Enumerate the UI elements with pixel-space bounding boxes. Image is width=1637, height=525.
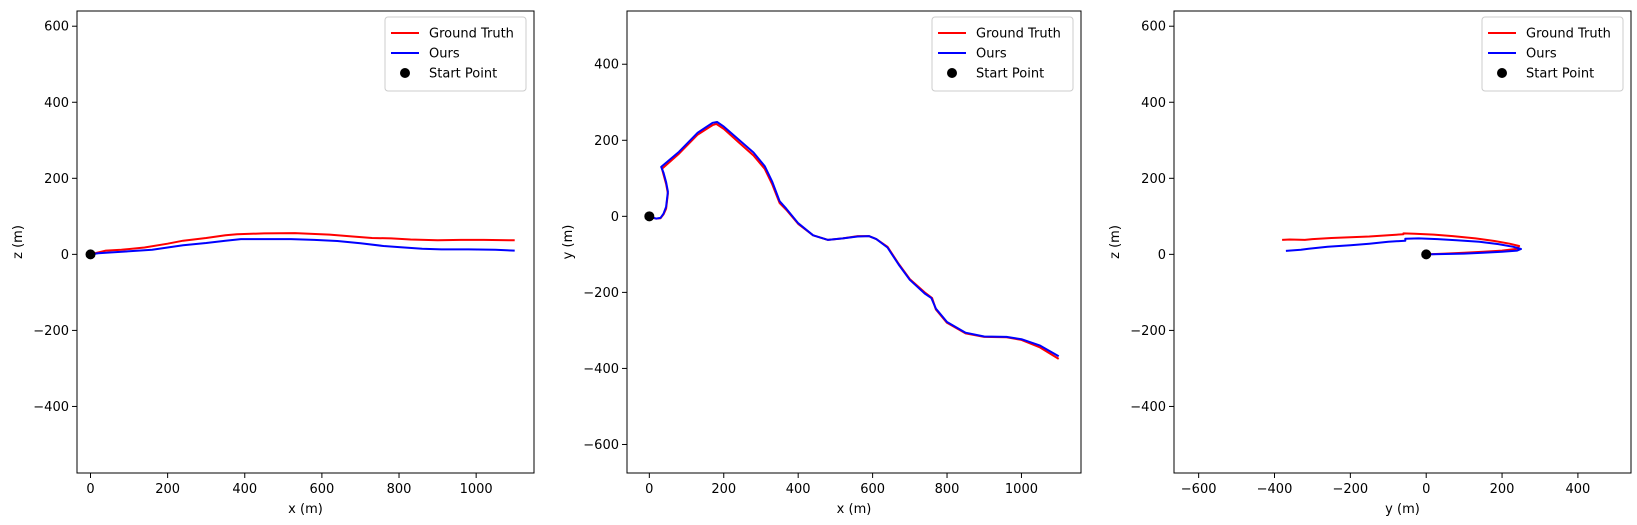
y-tick-label: −200 (1130, 324, 1166, 339)
x-tick-label: 200 (155, 482, 180, 497)
x-tick-label: 0 (645, 482, 653, 497)
legend-box (384, 16, 527, 92)
chart-panel-3: −600 −400 −200 0 200 400 −400 −200 0 200 400 600 y (… (1108, 10, 1632, 517)
series-line-ours (1285, 237, 1522, 256)
legend-swatch-start-point (400, 68, 410, 78)
series-line-ground-truth (90, 232, 515, 256)
chart-panel-1: 0 200 400 600 800 1000 −400 −200 0 200 400 600 x (m)… (11, 10, 535, 517)
legend-label: Start Point (976, 67, 1044, 82)
legend-label: Ground Truth (976, 27, 1061, 42)
x-axis-label: y (m) (1385, 502, 1420, 517)
y-axis-label: z (m) (11, 225, 26, 259)
x-tick-label: 1000 (1005, 482, 1038, 497)
start-point-marker (1421, 249, 1432, 260)
x-tick-label: 800 (935, 482, 960, 497)
legend-label: Ours (429, 47, 460, 62)
x-axis-label: x (m) (288, 502, 323, 517)
legend: Ground Truth Ours Start Point (931, 16, 1074, 92)
legend-box (1481, 16, 1624, 92)
y-tick-label: 600 (1141, 20, 1166, 35)
axes-frame (76, 10, 535, 474)
y-tick-label: 600 (44, 20, 69, 35)
y-tick-label: −600 (583, 438, 619, 453)
chart-panel-2: 0 200 400 600 800 1000 −600 −400 −200 0 200 400 x (m… (561, 10, 1082, 517)
x-tick-label: −400 (1257, 482, 1293, 497)
x-tick-label: −600 (1181, 482, 1217, 497)
y-tick-label: 400 (594, 58, 619, 73)
y-tick-label: −200 (33, 324, 69, 339)
y-tick-label: −400 (583, 362, 619, 377)
legend-box (931, 16, 1074, 92)
y-axis-label: y (m) (561, 225, 576, 260)
y-tick-label: 400 (1141, 96, 1166, 111)
legend-label: Ours (1526, 47, 1557, 62)
legend-swatch-start-point (1497, 68, 1507, 78)
x-tick-label: 800 (387, 482, 412, 497)
x-tick-label: 0 (1422, 482, 1430, 497)
x-tick-label: 200 (1490, 482, 1515, 497)
y-tick-label: 400 (44, 96, 69, 111)
legend: Ground Truth Ours Start Point (1481, 16, 1624, 92)
y-tick-label: −200 (583, 286, 619, 301)
legend-swatch-start-point (947, 68, 957, 78)
legend-label: Start Point (429, 67, 497, 82)
legend-label: Ground Truth (1526, 27, 1611, 42)
x-tick-label: 400 (1565, 482, 1590, 497)
series-line-ours (648, 121, 1060, 358)
y-tick-label: −400 (1130, 400, 1166, 415)
y-tick-label: 200 (1141, 172, 1166, 187)
x-tick-label: 600 (309, 482, 334, 497)
legend-label: Ours (976, 47, 1007, 62)
legend: Ground Truth Ours Start Point (384, 16, 527, 92)
x-tick-label: 400 (786, 482, 811, 497)
axes-frame (626, 10, 1082, 474)
legend-label: Ground Truth (429, 27, 514, 42)
y-tick-label: 0 (1158, 248, 1166, 263)
start-point-marker (644, 211, 655, 222)
y-axis-label: z (m) (1108, 225, 1123, 259)
series-line-ours (90, 238, 515, 256)
y-tick-label: 0 (61, 248, 69, 263)
y-tick-label: 200 (594, 134, 619, 149)
x-tick-label: 0 (86, 482, 94, 497)
x-tick-label: 600 (860, 482, 885, 497)
x-tick-label: 200 (711, 482, 736, 497)
legend-label: Start Point (1526, 67, 1594, 82)
start-point-marker (85, 249, 96, 260)
y-tick-label: −400 (33, 400, 69, 415)
y-tick-label: 0 (611, 210, 619, 225)
series-line-ground-truth (648, 122, 1060, 360)
series-line-ground-truth (1282, 232, 1521, 256)
x-axis-label: x (m) (837, 502, 872, 517)
x-tick-label: 400 (232, 482, 257, 497)
y-tick-label: 200 (44, 172, 69, 187)
x-tick-label: −200 (1332, 482, 1368, 497)
axes-frame (1173, 10, 1632, 474)
x-tick-label: 1000 (460, 482, 493, 497)
